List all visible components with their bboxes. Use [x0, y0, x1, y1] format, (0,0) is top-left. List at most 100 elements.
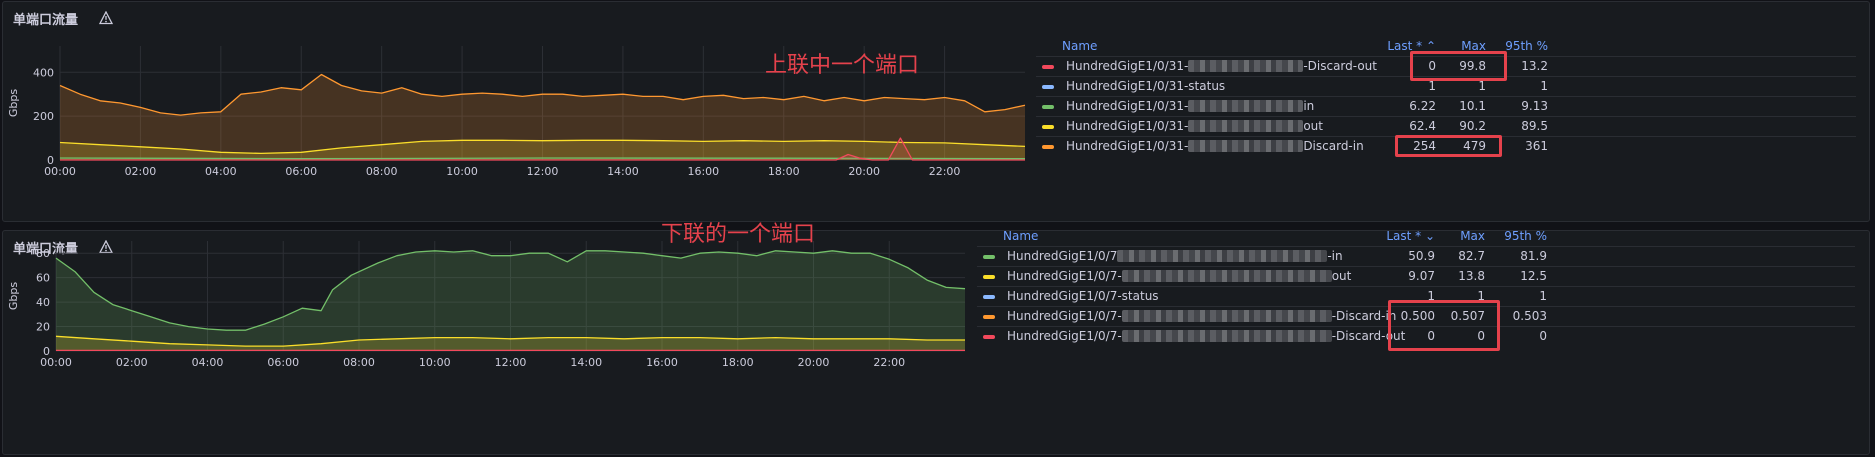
series-name-prefix: HundredGigE1/0/7-: [1007, 269, 1122, 283]
legend-col-name[interactable]: Name: [1062, 39, 1098, 53]
legend-value-p95: 13.2: [1521, 59, 1548, 73]
series-name: HundredGigE1/0/7- -Discard-out: [1007, 329, 1405, 343]
series-line-2[interactable]: [59, 157, 1026, 160]
legend-col-p95[interactable]: 95th %: [1505, 39, 1548, 53]
x-tick-label: 18:00: [722, 356, 754, 369]
legend-value-max: 1: [1477, 289, 1485, 303]
series-name-suffix: -Discard-out: [1303, 59, 1377, 73]
legend-col-last[interactable]: Last * ⌄: [1386, 229, 1435, 243]
redacted-mask: [1117, 250, 1328, 262]
x-tick-label: 18:00: [768, 165, 800, 178]
warning-info-icon[interactable]: [98, 10, 114, 29]
x-tick-label: 16:00: [646, 356, 678, 369]
panel-title[interactable]: 单端口流量: [13, 13, 79, 28]
legend-col-last[interactable]: Last * ⌃: [1387, 39, 1436, 53]
legend-row[interactable]: HundredGigE1/0/31- in 6.22 10.1 9.13: [1036, 96, 1856, 116]
legend-header: Name Last * ⌃ Max 95th %: [1036, 37, 1856, 57]
series-area-0: [60, 74, 1025, 160]
y-tick-label: 400: [33, 66, 54, 79]
legend-value-p95: 1: [1540, 79, 1548, 93]
legend-row[interactable]: HundredGigE1/0/31- Discard-in 254 479 361: [1036, 136, 1856, 156]
redacted-mask: [1188, 140, 1304, 152]
series-line-0[interactable]: [55, 250, 966, 331]
series-name-suffix: -in: [1327, 249, 1343, 263]
panel-upstream-port: 单端口流量 0 200 400 00:00 02:00 04:00 06:00 08:00 10…: [2, 1, 1870, 222]
legend-value-last: 9.07: [1408, 269, 1435, 283]
legend-row[interactable]: HundredGigE1/0/7- -Discard-out 0 0 0: [977, 326, 1855, 346]
legend-value-max: 99.8: [1459, 59, 1486, 73]
series-name: HundredGigE1/0/7- out: [1007, 269, 1351, 283]
legend-value-p95: 12.5: [1520, 269, 1547, 283]
legend-row[interactable]: HundredGigE1/0/7-status 1 1 1: [977, 286, 1855, 306]
series-name: HundredGigE1/0/31- out: [1066, 119, 1323, 133]
legend-row[interactable]: HundredGigE1/0/31- out 62.4 90.2 89.5: [1036, 116, 1856, 136]
x-tick-label: 02:00: [125, 165, 157, 178]
series-name-suffix: out: [1331, 269, 1352, 283]
y-tick-label: 20: [36, 321, 50, 334]
series-name: HundredGigE1/0/31-status: [1066, 79, 1225, 93]
legend-row[interactable]: HundredGigE1/0/31- -Discard-out 0 99.8 13.2: [1036, 56, 1856, 76]
series-name-prefix: HundredGigE1/0/7-: [1007, 309, 1122, 323]
series-name: HundredGigE1/0/7- -Discard-in: [1007, 309, 1396, 323]
legend-col-max[interactable]: Max: [1460, 229, 1485, 243]
legend-row[interactable]: HundredGigE1/0/7 -in 50.9 82.7 81.9: [977, 246, 1855, 266]
series-line-1[interactable]: [59, 139, 1026, 155]
legend-value-last: 0: [1427, 329, 1435, 343]
series-name: HundredGigE1/0/31- Discard-in: [1066, 139, 1364, 153]
legend-value-max: 82.7: [1458, 249, 1485, 263]
traffic-chart[interactable]: 0 200 400 00:00 02:00 04:00 06:00 08:00 10:00 12:…: [3, 2, 1033, 223]
series-name: HundredGigE1/0/31- -Discard-out: [1066, 59, 1377, 73]
legend-value-max: 13.8: [1458, 269, 1485, 283]
legend-row[interactable]: HundredGigE1/0/31-status 1 1 1: [1036, 76, 1856, 96]
redacted-mask: [1188, 120, 1304, 132]
series-color-swatch: [1042, 65, 1054, 69]
redacted-mask: [1188, 60, 1304, 72]
legend-value-p95: 0: [1539, 329, 1547, 343]
warning-info-icon[interactable]: [98, 239, 114, 258]
series-name-prefix: HundredGigE1/0/31-: [1066, 99, 1189, 113]
series-color-swatch: [1042, 125, 1054, 129]
x-tick-label: 10:00: [419, 356, 451, 369]
highlight-box: [1395, 135, 1502, 157]
series-line-1[interactable]: [55, 335, 965, 347]
legend-col-name[interactable]: Name: [1003, 229, 1039, 243]
legend-row[interactable]: HundredGigE1/0/7- -Discard-in 0.500 0.507 0.…: [977, 306, 1855, 326]
legend-col-max[interactable]: Max: [1461, 39, 1486, 53]
legend-value-max: 90.2: [1459, 119, 1486, 133]
legend-row[interactable]: HundredGigE1/0/7- out 9.07 13.8 12.5: [977, 266, 1855, 286]
x-tick-label: 20:00: [798, 356, 830, 369]
x-tick-label: 12:00: [527, 165, 559, 178]
series-color-swatch: [1042, 105, 1054, 109]
legend-value-last: 0: [1428, 59, 1436, 73]
legend-value-max: 0.507: [1450, 309, 1485, 323]
series-color-swatch: [983, 295, 995, 299]
x-tick-label: 22:00: [929, 165, 961, 178]
series-name-prefix: HundredGigE1/0/31-status: [1066, 79, 1226, 93]
highlight-box: [1410, 51, 1507, 81]
traffic-chart[interactable]: 0 20 40 60 80 00:00 02:00 04:00 06:00 08:00 10:00 1…: [3, 231, 973, 456]
legend-value-p95: 89.5: [1521, 119, 1548, 133]
legend-table: Name Last * ⌃ Max 95th % HundredGigE1/0/…: [1036, 37, 1856, 159]
series-area-0: [56, 250, 965, 351]
series-name-prefix: HundredGigE1/0/31-: [1066, 119, 1189, 133]
annotation-text: 下联的一个端口: [661, 222, 816, 247]
legend-value-p95: 361: [1525, 139, 1548, 153]
series-name-prefix: HundredGigE1/0/31-: [1066, 139, 1189, 153]
legend-value-p95: 9.13: [1521, 99, 1548, 113]
series-name-suffix: -Discard-in: [1331, 309, 1397, 323]
redacted-mask: [1121, 330, 1332, 342]
series-color-swatch: [1042, 145, 1054, 149]
highlight-box: [1388, 300, 1500, 351]
series-name-suffix: -Discard-out: [1331, 329, 1406, 343]
x-tick-label: 14:00: [570, 356, 602, 369]
y-tick-label: 0: [47, 154, 54, 167]
series-name-suffix: out: [1303, 119, 1323, 133]
series-color-swatch: [983, 255, 995, 259]
series-line-3[interactable]: [60, 137, 1025, 161]
x-tick-label: 14:00: [607, 165, 639, 178]
series-color-swatch: [1042, 85, 1054, 89]
redacted-mask: [1121, 270, 1332, 282]
series-line-0[interactable]: [59, 73, 1026, 116]
legend-col-p95[interactable]: 95th %: [1504, 229, 1547, 243]
x-tick-label: 06:00: [285, 165, 317, 178]
